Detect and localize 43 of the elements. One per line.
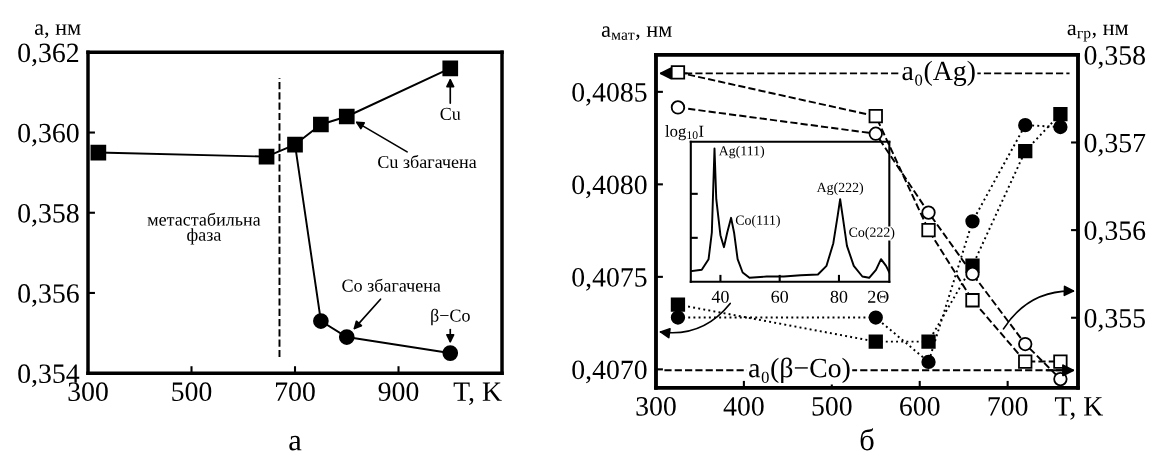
x-axis-title: T, K xyxy=(1054,397,1104,420)
x-tick-label: 500 xyxy=(172,382,212,402)
y-axis-title: a, нм xyxy=(34,24,81,39)
annotation: Co(111) xyxy=(735,215,780,228)
x-tick-label: 300 xyxy=(636,396,676,416)
x-tick-label: 600 xyxy=(900,396,940,416)
x-tick-label: 900 xyxy=(378,382,419,402)
x-tick-label: 60 xyxy=(771,290,789,303)
x-tick-label: 500 xyxy=(812,396,852,416)
annotation: Ag(222) xyxy=(816,182,864,195)
y2-tick-label: 0,357 xyxy=(1084,133,1146,157)
annotation: Co(222) xyxy=(849,227,895,240)
x-tick-label: 40 xyxy=(711,290,729,303)
ref-line-label: a₀(β−Co) xyxy=(749,357,850,384)
y-tick-label: 0,4070 xyxy=(572,360,647,384)
y-tick-label: 0,4075 xyxy=(572,268,647,291)
y2-tick-label: 0,356 xyxy=(1084,221,1146,245)
x-tick-label: 700 xyxy=(276,382,315,402)
x-tick-label: 700 xyxy=(988,396,1028,416)
x-axis-title: 2Θ xyxy=(868,290,889,303)
annotation: Co збагачена xyxy=(342,278,441,292)
y-tick-label: 0,362 xyxy=(18,43,79,67)
y-tick-label: 0,4085 xyxy=(572,83,647,106)
annotation: Cu xyxy=(440,107,461,120)
y-tick-label: 0,356 xyxy=(18,284,79,307)
y2-tick-label: 0,355 xyxy=(1084,308,1145,332)
y-tick-label: 0,358 xyxy=(18,203,79,227)
text: б xyxy=(860,428,874,451)
ref-line-label: a₀(Ag) xyxy=(902,60,975,86)
y-axis-title: log$_{10}$I xyxy=(665,125,704,141)
annotation: Ag(111) xyxy=(718,145,765,159)
annotation: Cu збагачена xyxy=(378,154,477,169)
text: а xyxy=(289,435,302,451)
y-axis-title: a$_{мат}$, нм xyxy=(601,26,672,41)
x-tick-label: 80 xyxy=(830,290,848,303)
annotation: β−Co xyxy=(431,308,470,326)
annotation: метастабильна фаза xyxy=(147,212,261,245)
x-axis-title: T, K xyxy=(453,382,502,406)
x-tick-label: 400 xyxy=(723,396,764,416)
y-tick-label: 0,4080 xyxy=(572,175,647,199)
y2-axis-title: a$_{гр}$, нм xyxy=(1067,24,1129,42)
y2-tick-label: 0,358 xyxy=(1084,46,1145,69)
y-tick-label: 0,360 xyxy=(18,123,79,147)
